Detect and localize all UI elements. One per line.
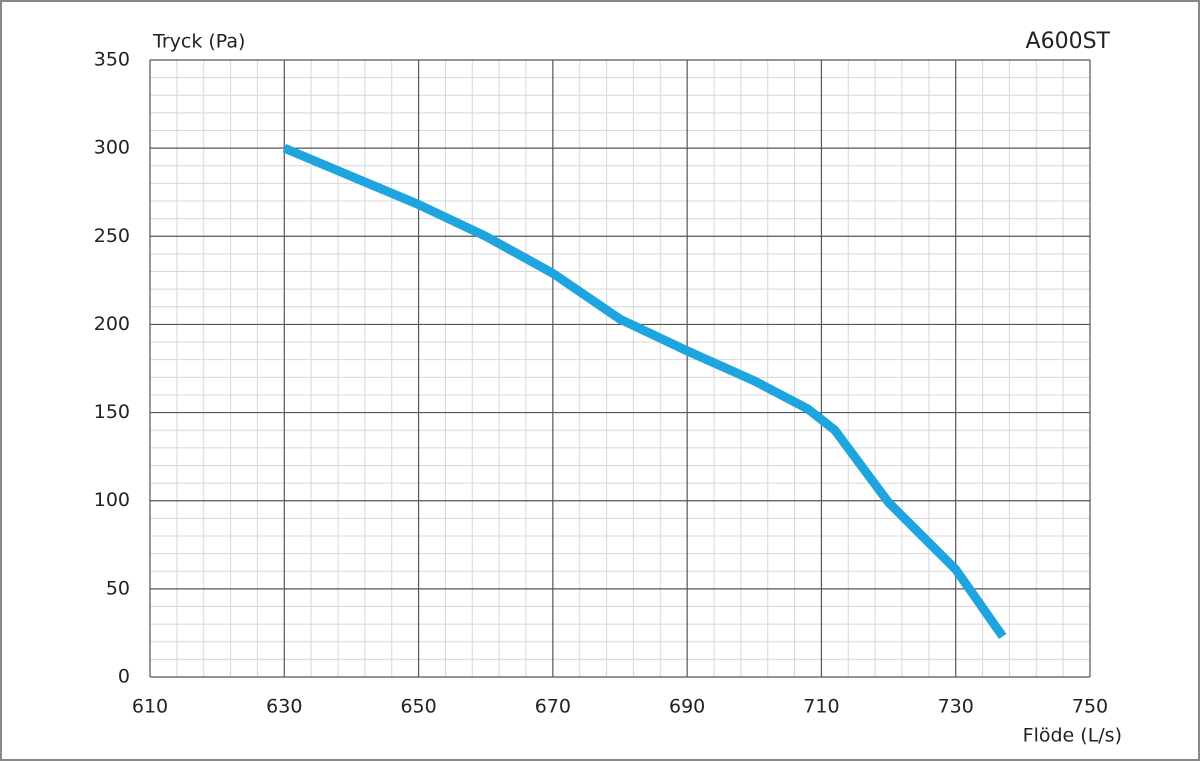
grid [149, 59, 1091, 678]
y-tick-label: 300 [94, 137, 130, 159]
y-tick-label: 350 [94, 49, 130, 71]
x-tick-label: 670 [535, 696, 571, 718]
y-tick-label: 50 [106, 577, 130, 599]
x-tick-label: 690 [669, 696, 705, 718]
y-tick-label: 200 [94, 313, 130, 335]
x-tick-label: 750 [1072, 696, 1108, 718]
x-tick-label: 710 [803, 696, 839, 718]
y-axis-label: Tryck (Pa) [152, 31, 245, 53]
x-tick-label: 630 [266, 696, 302, 718]
x-tick-label: 610 [132, 696, 168, 718]
y-tick-label: 100 [94, 489, 130, 511]
x-tick-label: 730 [938, 696, 974, 718]
x-axis-label: Flöde (L/s) [1023, 725, 1122, 747]
data-line [282, 143, 1007, 640]
chart-title: A600ST [1026, 29, 1111, 54]
y-tick-label: 0 [118, 666, 130, 688]
y-tick-label: 150 [94, 401, 130, 423]
x-tick-label: 650 [400, 696, 436, 718]
y-tick-label: 250 [94, 225, 130, 247]
